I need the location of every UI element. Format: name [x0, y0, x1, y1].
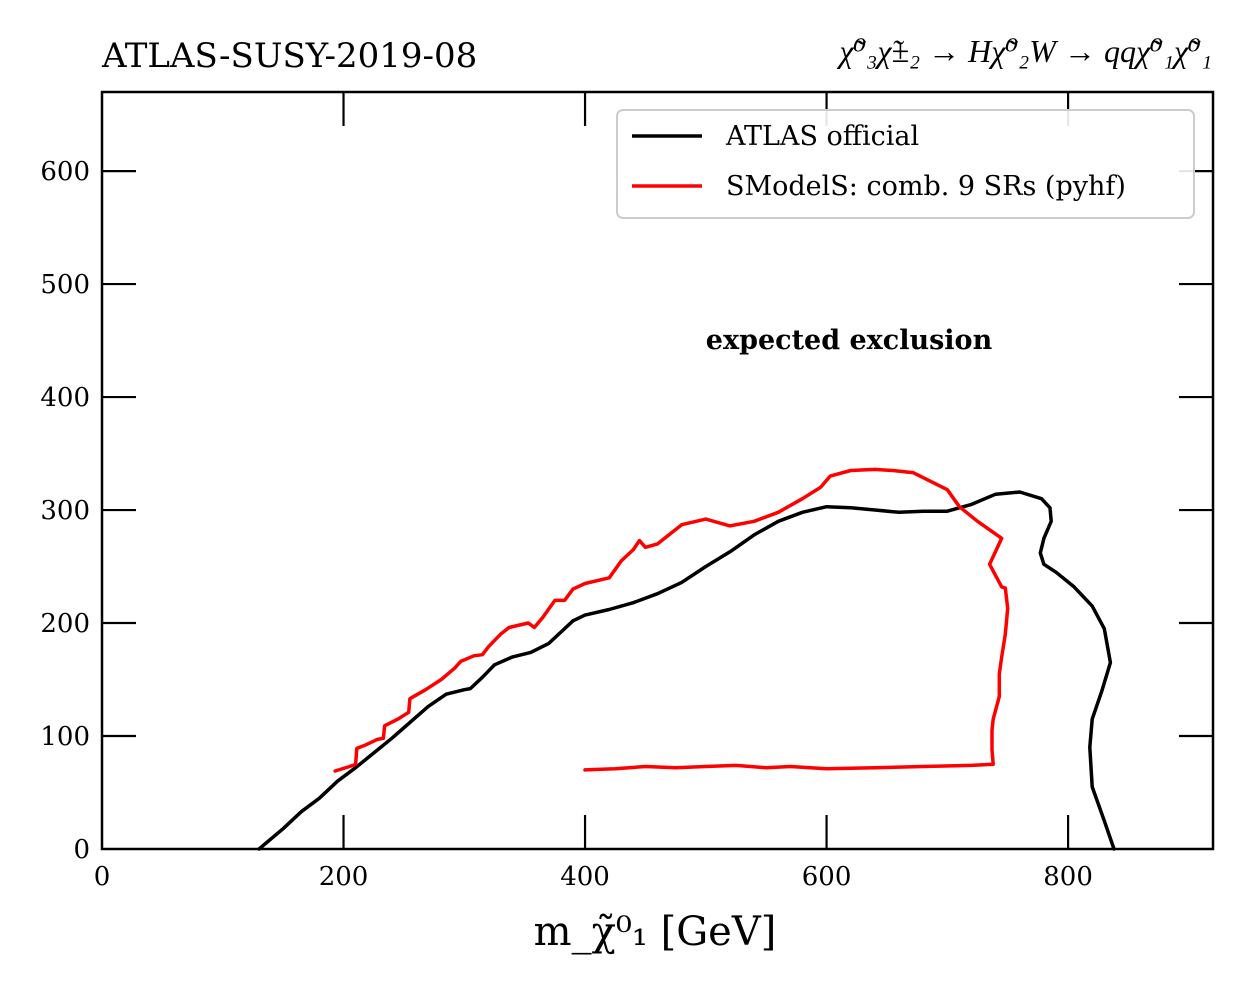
series-line-0	[257, 490, 1116, 851]
y-tick-label: 200	[40, 609, 90, 639]
annotation-expected-exclusion: expected exclusion	[706, 325, 993, 356]
y-tick-label: 100	[40, 722, 90, 752]
series-line-1	[333, 467, 1010, 773]
y-tick-label: 500	[40, 270, 90, 300]
plot-frame	[100, 90, 1215, 851]
process-title: χ̃⁰₃χ̃±₂ → Hχ̃⁰₂W → qqχ̃⁰₁χ̃⁰₁	[839, 33, 1212, 69]
legend-label-atlas: ATLAS official	[725, 121, 919, 152]
y-tick-label: 400	[40, 383, 90, 413]
x-tick-label: 400	[560, 862, 610, 892]
y-tick-label: 600	[40, 157, 90, 187]
axis-ticks: 0 200 400 600 800 0 100 200 300 400 500 600	[40, 92, 1213, 892]
x-tick-label: 800	[1043, 862, 1093, 892]
x-axis-label: m_χ̃⁰₁ [GeV]	[534, 909, 777, 955]
legend-frame	[616, 109, 1195, 219]
exclusion-curves	[257, 467, 1116, 851]
legend: ATLAS official SModelS: comb. 9 SRs (pyh…	[616, 109, 1195, 219]
analysis-title: ATLAS-SUSY-2019-08	[102, 36, 478, 76]
x-tick-label: 600	[802, 862, 852, 892]
x-tick-label: 0	[94, 862, 111, 892]
y-tick-label: 300	[40, 496, 90, 526]
x-tick-label: 200	[319, 862, 369, 892]
y-tick-label: 0	[73, 835, 90, 865]
legend-label-smodels: SModelS: comb. 9 SRs (pyhf)	[726, 171, 1126, 202]
